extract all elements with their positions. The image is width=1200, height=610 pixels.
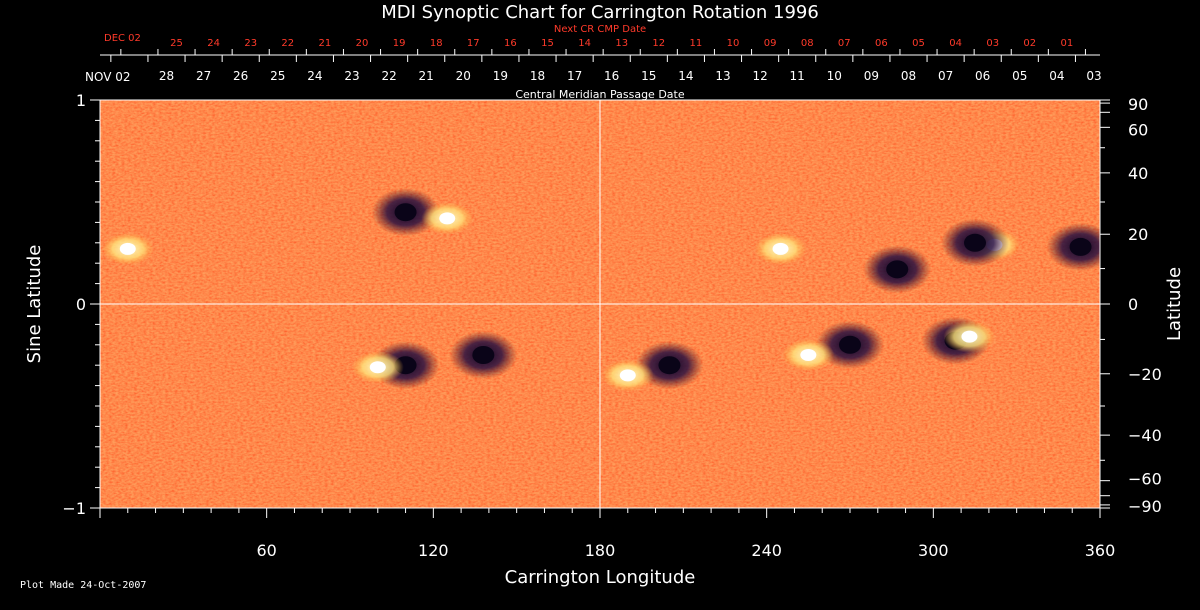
y-axis-label-right: Latitude <box>1164 267 1185 341</box>
next-cmp-start: DEC 02 <box>104 33 141 44</box>
cmp-date: 06 <box>975 69 990 83</box>
next-cmp-date: 10 <box>727 38 740 49</box>
next-cmp-date: 08 <box>801 38 814 49</box>
cmp-date: 12 <box>752 69 767 83</box>
next-cmp-date: 12 <box>652 38 665 49</box>
cmp-date: 08 <box>901 69 916 83</box>
cmp-date: 10 <box>827 69 842 83</box>
negative-core <box>394 203 417 222</box>
cmp-date: 04 <box>1049 69 1064 83</box>
next-cmp-date: 11 <box>690 38 703 49</box>
y-tick-label-left: 0 <box>76 295 86 314</box>
negative-core <box>472 346 495 364</box>
next-cmp-label: Next CR CMP Date <box>554 24 646 35</box>
positive-core <box>119 242 136 255</box>
cmp-date: 03 <box>1086 69 1101 83</box>
cmp-date: 23 <box>344 69 359 83</box>
plot-made-footer: Plot Made 24-Oct-2007 <box>20 580 147 591</box>
y-axis-label-left: Sine Latitude <box>24 245 45 364</box>
positive-core <box>800 349 817 361</box>
y-tick-label-left: −1 <box>62 499 86 518</box>
cmp-start: NOV 02 <box>85 70 131 84</box>
x-axis-label: Carrington Longitude <box>505 567 696 588</box>
cmp-date: 17 <box>567 69 582 83</box>
negative-core <box>886 260 909 279</box>
cmp-date: 16 <box>604 69 619 83</box>
next-cmp-date: 17 <box>467 38 480 49</box>
next-cmp-dates: 25 24 23 22 21 20 19 18 17 16 15 14 13 12 11 10 09 08 07 06… <box>120 38 1086 55</box>
next-cmp-date: 18 <box>430 38 443 49</box>
next-cmp-date: 21 <box>319 38 332 49</box>
next-cmp-date: 01 <box>1061 38 1074 49</box>
cmp-date: 15 <box>641 69 656 83</box>
cmp-date: 21 <box>419 69 434 83</box>
positive-core <box>961 330 978 343</box>
cmp-date: 22 <box>381 69 396 83</box>
x-tick-label: 60 <box>256 541 276 560</box>
x-tick-label: 240 <box>751 541 782 560</box>
next-cmp-date: 15 <box>541 38 554 49</box>
cmp-date: 28 <box>159 69 174 83</box>
cmp-date: 13 <box>715 69 730 83</box>
positive-core <box>439 212 456 225</box>
x-tick-label: 360 <box>1085 541 1116 560</box>
cmp-date: 24 <box>307 69 322 83</box>
y-tick-label-right: −90 <box>1128 497 1162 516</box>
negative-core <box>964 233 986 252</box>
cmp-date: 27 <box>196 69 211 83</box>
y-tick-label-right: 20 <box>1128 225 1148 244</box>
next-cmp-date: 04 <box>949 38 962 49</box>
y-tick-label-right: −60 <box>1128 470 1162 489</box>
y-axis-left: 1 0 −1 <box>62 91 100 518</box>
cmp-date: 14 <box>678 69 693 83</box>
negative-core <box>1069 237 1092 256</box>
next-cmp-date: 06 <box>875 38 888 49</box>
cmp-date: 05 <box>1012 69 1027 83</box>
x-axis: 60 120 180 240 300 360 <box>99 508 1116 560</box>
next-cmp-date: 25 <box>170 38 183 49</box>
next-cmp-date: 23 <box>244 38 257 49</box>
y-tick-label-right: 90 <box>1128 95 1148 114</box>
next-cmp-date: 24 <box>207 38 220 49</box>
cmp-dates: 28 27 26 25 24 23 22 21 20 19 18 17 16 15 14 13 12 11 10 09… <box>100 54 1102 83</box>
cmp-date: 26 <box>233 69 248 83</box>
cmp-date: 20 <box>456 69 471 83</box>
next-cmp-date: 14 <box>578 38 591 49</box>
chart-title: MDI Synoptic Chart for Carrington Rotati… <box>381 2 819 23</box>
cmp-axis-label: Central Meridian Passage Date <box>515 88 684 101</box>
next-cmp-date: 13 <box>615 38 628 49</box>
positive-core <box>772 242 789 255</box>
next-cmp-date: 05 <box>912 38 925 49</box>
next-cmp-date: 19 <box>393 38 406 49</box>
y-tick-label-right: −20 <box>1128 365 1162 384</box>
next-cmp-date: 16 <box>504 38 517 49</box>
next-cmp-date: 07 <box>838 38 851 49</box>
y-tick-label-right: 40 <box>1128 164 1148 183</box>
cmp-date: 09 <box>864 69 879 83</box>
negative-core <box>658 356 681 375</box>
next-cmp-date: 02 <box>1023 38 1036 49</box>
cmp-date: 18 <box>530 69 545 83</box>
positive-core <box>369 361 386 374</box>
next-cmp-date: 09 <box>764 38 777 49</box>
y-tick-label-right: 60 <box>1128 120 1148 139</box>
next-cmp-date: 20 <box>356 38 369 49</box>
x-tick-label: 120 <box>418 541 449 560</box>
next-cmp-date: 03 <box>986 38 999 49</box>
y-axis-right: 90 60 40 20 0 −20 −40 −60 −90 <box>1100 95 1162 516</box>
x-tick-label: 180 <box>585 541 616 560</box>
negative-core <box>839 335 861 354</box>
y-tick-label-right: −40 <box>1128 426 1162 445</box>
y-tick-label-left: 1 <box>76 91 86 110</box>
cmp-date: 19 <box>493 69 508 83</box>
x-tick-label: 300 <box>918 541 949 560</box>
next-cmp-date: 22 <box>281 38 294 49</box>
cmp-date: 07 <box>938 69 953 83</box>
cmp-date: 25 <box>270 69 285 83</box>
cmp-date: 11 <box>790 69 805 83</box>
y-tick-label-right: 0 <box>1128 295 1138 314</box>
positive-core <box>619 369 636 382</box>
